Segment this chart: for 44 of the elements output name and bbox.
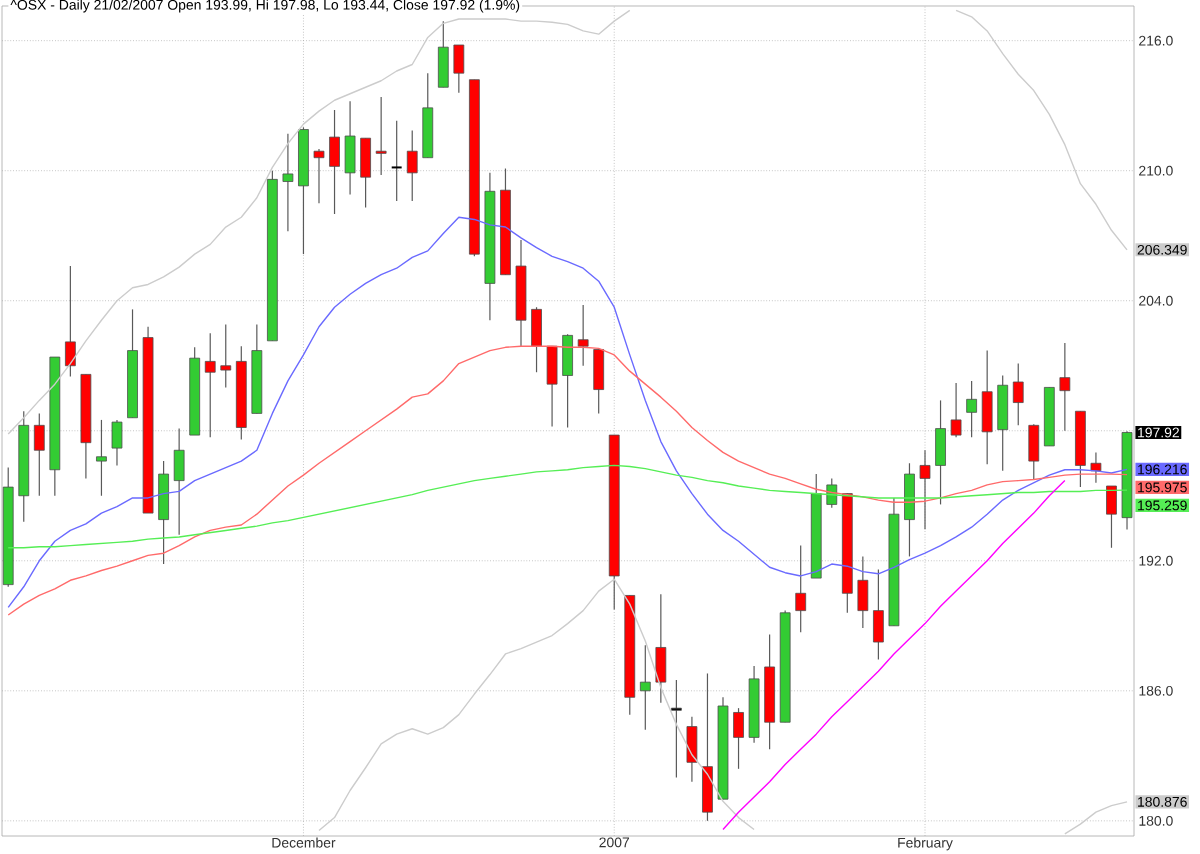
candlestick	[65, 265, 76, 378]
candlestick	[344, 100, 356, 196]
candlestick	[96, 419, 107, 497]
candlestick	[173, 427, 185, 536]
candlestick	[158, 460, 169, 565]
candlestick	[966, 380, 977, 438]
candlestick	[1012, 362, 1024, 426]
candlestick	[204, 332, 216, 438]
candlestick	[1090, 451, 1102, 484]
candlestick	[453, 44, 465, 94]
candlestick	[702, 672, 713, 822]
candlestick	[1028, 423, 1040, 481]
candlestick	[282, 133, 294, 232]
candlestick	[546, 345, 558, 428]
candlestick	[437, 20, 449, 88]
candlestick	[375, 96, 387, 176]
candlestick	[1059, 342, 1071, 432]
candlestick	[935, 399, 946, 506]
candlestick	[1106, 485, 1117, 549]
candlestick	[795, 545, 807, 633]
candlestick	[686, 716, 698, 783]
candlestick	[360, 137, 371, 209]
candlestick	[981, 349, 993, 465]
candlestick	[390, 120, 403, 202]
candlestick	[655, 593, 667, 704]
candlestick	[313, 148, 325, 204]
candlestick	[950, 382, 962, 438]
candlestick	[873, 568, 884, 660]
candlestick	[111, 419, 123, 467]
candlestick	[733, 707, 744, 770]
candlestick	[562, 333, 573, 429]
candlestick	[220, 323, 232, 389]
candlestick	[671, 679, 682, 779]
candlestick	[329, 109, 340, 215]
candlestick	[857, 555, 869, 629]
candlestick	[531, 306, 542, 373]
candlestick	[904, 462, 915, 558]
candlestick	[577, 304, 589, 367]
candlestick	[919, 449, 931, 530]
candlestick	[33, 412, 45, 497]
candlestick	[593, 348, 605, 415]
candlestick	[639, 644, 651, 731]
candlestick	[406, 130, 418, 202]
candlestick	[997, 374, 1009, 472]
